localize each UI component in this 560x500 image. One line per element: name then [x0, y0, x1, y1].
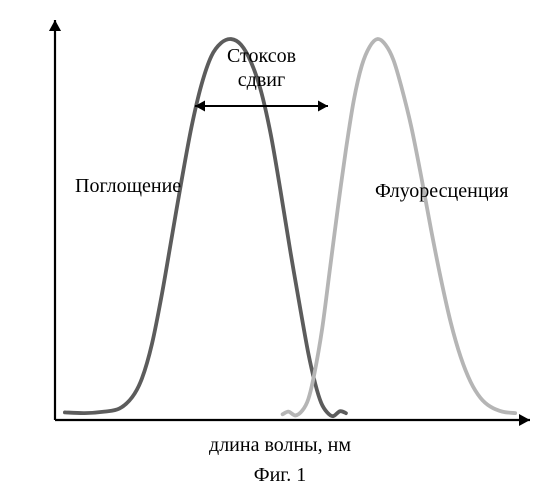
absorption-curve	[65, 39, 346, 416]
fluorescence-curve	[283, 39, 516, 415]
stokes-label-line1: Стоксов	[165, 44, 358, 68]
stokes-arrow-right	[318, 101, 328, 112]
fluorescence-label: Флуоресценция	[375, 180, 508, 203]
x-axis-label: длина волны, нм	[0, 434, 560, 457]
x-axis-arrow	[519, 414, 530, 426]
figure-container: Стоксов сдвиг Поглощение Флуоресценция д…	[0, 0, 560, 500]
stokes-label: Стоксов сдвиг	[165, 44, 358, 92]
y-axis-arrow	[49, 20, 61, 31]
stokes-label-line2: сдвиг	[165, 68, 358, 92]
figure-caption: Фиг. 1	[0, 464, 560, 487]
absorption-label: Поглощение	[75, 175, 181, 198]
